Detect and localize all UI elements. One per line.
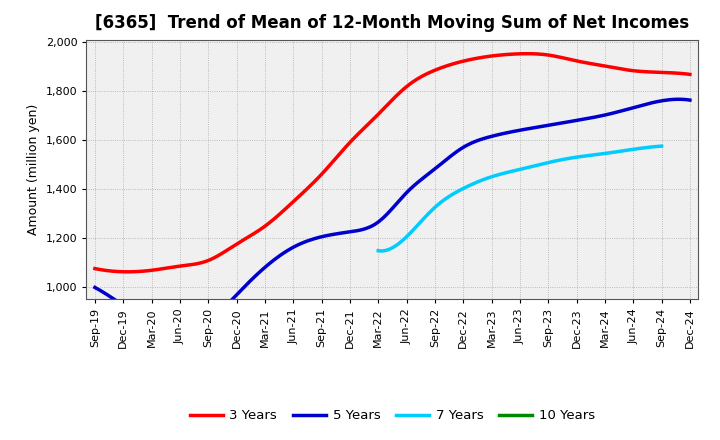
Y-axis label: Amount (million yen): Amount (million yen): [27, 104, 40, 235]
Legend: 3 Years, 5 Years, 7 Years, 10 Years: 3 Years, 5 Years, 7 Years, 10 Years: [184, 404, 600, 428]
Title: [6365]  Trend of Mean of 12-Month Moving Sum of Net Incomes: [6365] Trend of Mean of 12-Month Moving …: [95, 15, 690, 33]
